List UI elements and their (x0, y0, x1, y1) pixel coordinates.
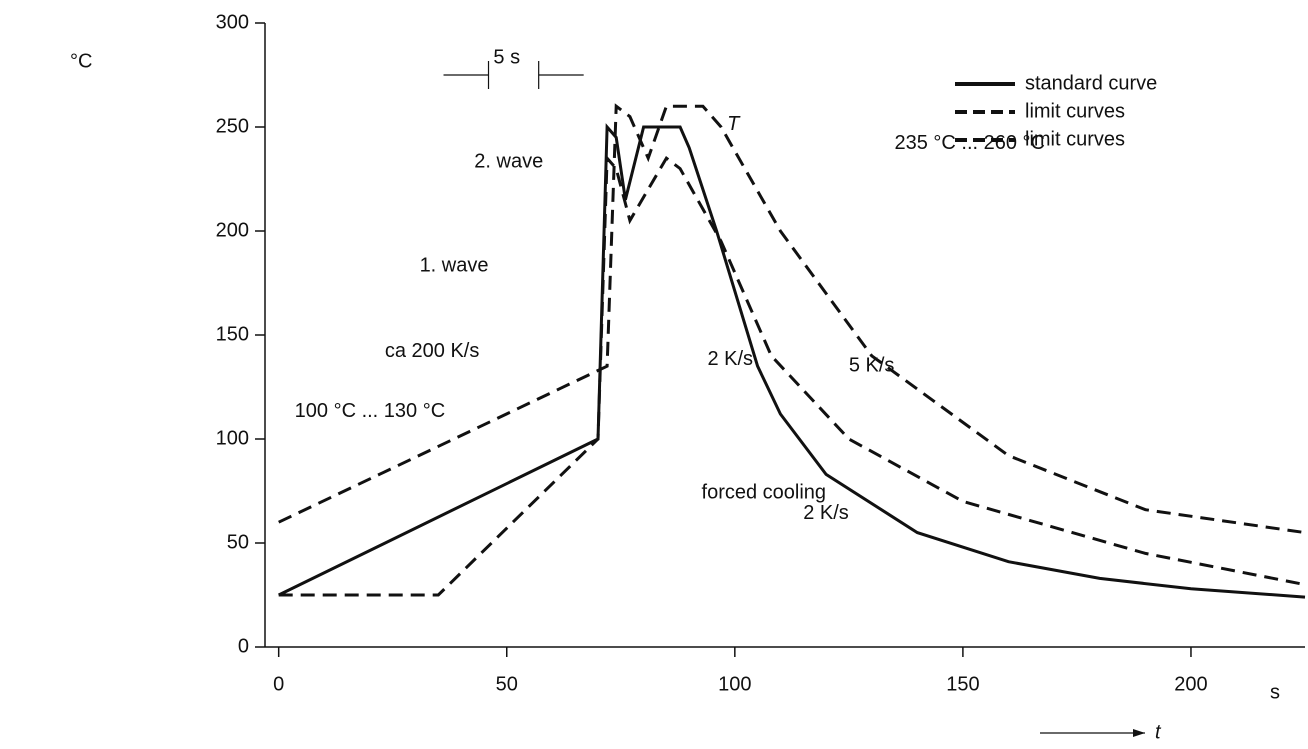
y-tick-label: 100 (216, 427, 249, 449)
y-tick-label: 150 (216, 323, 249, 345)
annotation: 2 K/s (803, 502, 849, 524)
annotation: 5 s (493, 47, 520, 69)
y-tick-label: 50 (227, 531, 249, 553)
annotation: forced cooling (702, 481, 827, 503)
x-tick-label: 200 (1174, 673, 1207, 695)
x-tick-label: 50 (496, 673, 518, 695)
annotation: 235 °C ... 260 °C (894, 132, 1045, 154)
x-tick-label: 150 (946, 673, 979, 695)
y-tick-label: 0 (238, 635, 249, 657)
x-tick-label: 100 (718, 673, 751, 695)
x-axis-label: t (1155, 721, 1162, 743)
legend-label: limit curves (1025, 100, 1125, 122)
series-line (278, 103, 1306, 535)
annotation: 2 K/s (707, 348, 753, 370)
y-unit: °C (70, 50, 92, 72)
annotation: T (727, 113, 741, 135)
annotation: 100 °C ... 130 °C (295, 400, 446, 422)
legend-label: standard curve (1025, 72, 1157, 94)
x-axis-arrowhead (1133, 729, 1145, 737)
x-unit: s (1270, 681, 1280, 703)
annotation: 1. wave (420, 255, 489, 277)
y-tick-label: 200 (216, 219, 249, 241)
series-line (278, 123, 1306, 599)
y-tick-label: 300 (216, 11, 249, 33)
legend-label: limit curves (1025, 128, 1125, 150)
x-tick-label: 0 (273, 673, 284, 695)
annotation: 2. wave (474, 151, 543, 173)
annotation: ca 200 K/s (385, 340, 480, 362)
series-line (278, 154, 1306, 597)
y-tick-label: 250 (216, 115, 249, 137)
annotation: 5 K/s (849, 354, 895, 376)
